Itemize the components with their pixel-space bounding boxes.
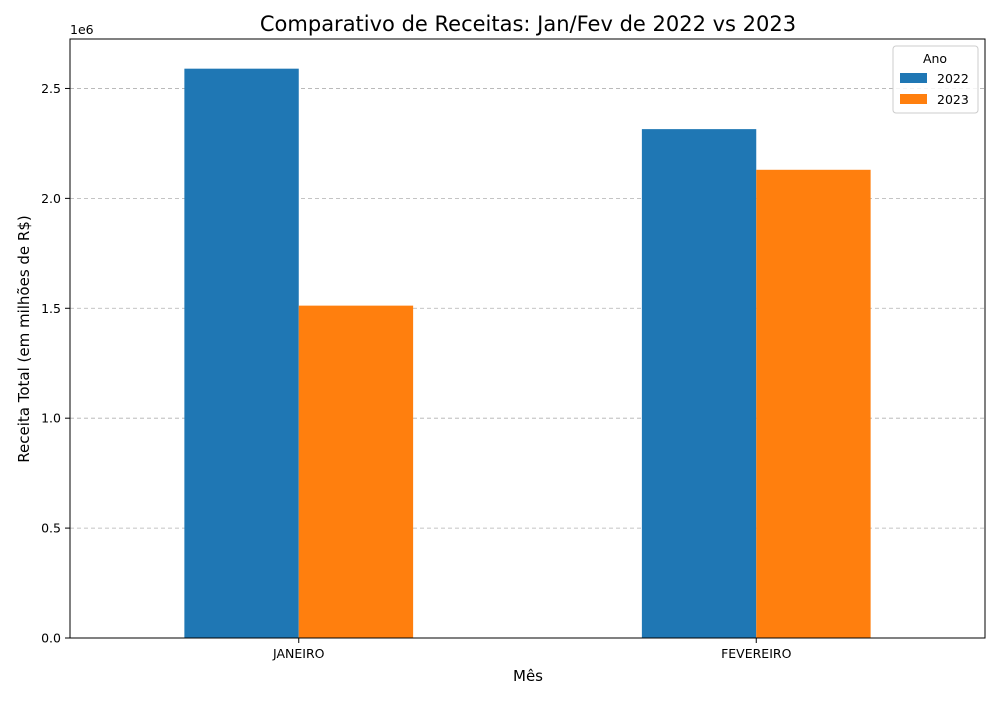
y-axis-offset-label: 1e6 bbox=[70, 22, 94, 37]
y-axis-ticks: 0.0 0.5 1.0 1.5 2.0 2.5 bbox=[41, 81, 70, 646]
legend-label-2023: 2023 bbox=[937, 92, 969, 107]
y-tick-label: 1.0 bbox=[41, 411, 61, 426]
bar-janeiro-2022 bbox=[184, 68, 299, 638]
legend-swatch-2023 bbox=[900, 94, 927, 104]
legend-title: Ano bbox=[923, 51, 947, 66]
x-tick-label: JANEIRO bbox=[272, 646, 325, 661]
y-tick-label: 0.5 bbox=[41, 521, 61, 536]
legend-entries: 2022 2023 bbox=[900, 71, 969, 107]
x-tick-label: FEVEREIRO bbox=[721, 646, 791, 661]
legend: Ano 2022 2023 bbox=[892, 45, 979, 114]
y-tick-label: 2.0 bbox=[41, 191, 61, 206]
y-tick-label: 1.5 bbox=[41, 301, 61, 316]
bar-fevereiro-2022 bbox=[641, 129, 757, 639]
chart-title: Comparativo de Receitas: Jan/Fev de 2022… bbox=[260, 12, 796, 36]
y-tick-label: 0.0 bbox=[41, 631, 61, 646]
bars bbox=[184, 68, 871, 639]
bar-fevereiro-2023 bbox=[756, 169, 871, 638]
legend-swatch-2022 bbox=[900, 73, 927, 83]
bar-janeiro-2023 bbox=[298, 305, 414, 638]
y-tick-label: 2.5 bbox=[41, 81, 61, 96]
x-axis-label: Mês bbox=[513, 667, 543, 685]
plot-area-frame bbox=[69, 38, 986, 639]
legend-label-2022: 2022 bbox=[937, 71, 969, 86]
x-axis-ticks: JANEIRO FEVEREIRO bbox=[272, 638, 792, 661]
y-axis-label: Receita Total (em milhões de R$) bbox=[15, 215, 33, 463]
